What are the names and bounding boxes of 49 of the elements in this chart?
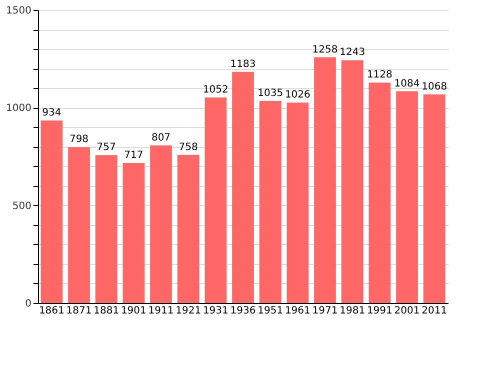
x-tick-label: 1901 [120,306,146,316]
x-tick-label: 1861 [38,306,64,316]
data-label: 758 [178,142,198,153]
x-tick-label: 1991 [366,306,392,316]
x-tick-label: 2011 [422,306,448,316]
x-tick-label: 1871 [66,306,92,316]
bar [286,102,309,303]
x-tick-label: 1971 [312,306,338,316]
data-label: 807 [151,132,171,144]
bar [177,154,200,303]
y-tick-label: 1000 [6,103,32,114]
y-tick-label: 0 [25,298,32,310]
x-tick-label: 1911 [148,306,174,316]
bar [232,72,254,303]
bar [68,147,90,303]
y-tick-label: 500 [12,200,32,212]
x-tick-label: 1951 [258,306,284,316]
bar [368,82,391,303]
x-tick-label: 1881 [94,306,120,316]
bar [95,155,118,303]
bar [204,98,227,303]
bar [423,94,446,303]
data-label: 757 [96,142,116,154]
x-tick-label: 1936 [230,306,256,316]
bar [259,100,282,303]
data-label: 1084 [394,78,420,90]
bar [341,60,364,303]
data-label: 1183 [230,58,256,70]
x-tick-label: 2001 [394,306,420,316]
data-label: 1052 [202,84,228,96]
bar [122,162,145,303]
data-label: 1128 [366,70,392,81]
bar [40,120,63,303]
x-tick-label: 1921 [176,306,202,316]
data-label: 934 [42,108,62,119]
data-label: 798 [69,134,89,146]
data-label: 1068 [422,81,448,92]
data-label: 1035 [258,88,284,99]
bar [314,57,336,303]
bar [396,91,418,303]
x-tick-label: 1961 [284,306,310,316]
data-label: 1026 [284,90,310,101]
data-label: 1243 [340,47,366,58]
x-tick-label: 1931 [202,306,228,316]
data-label: 1258 [312,44,338,56]
bar [150,145,172,303]
data-label: 717 [124,150,144,161]
y-tick-label: 1500 [6,6,32,16]
x-tick-label: 1981 [340,306,366,316]
